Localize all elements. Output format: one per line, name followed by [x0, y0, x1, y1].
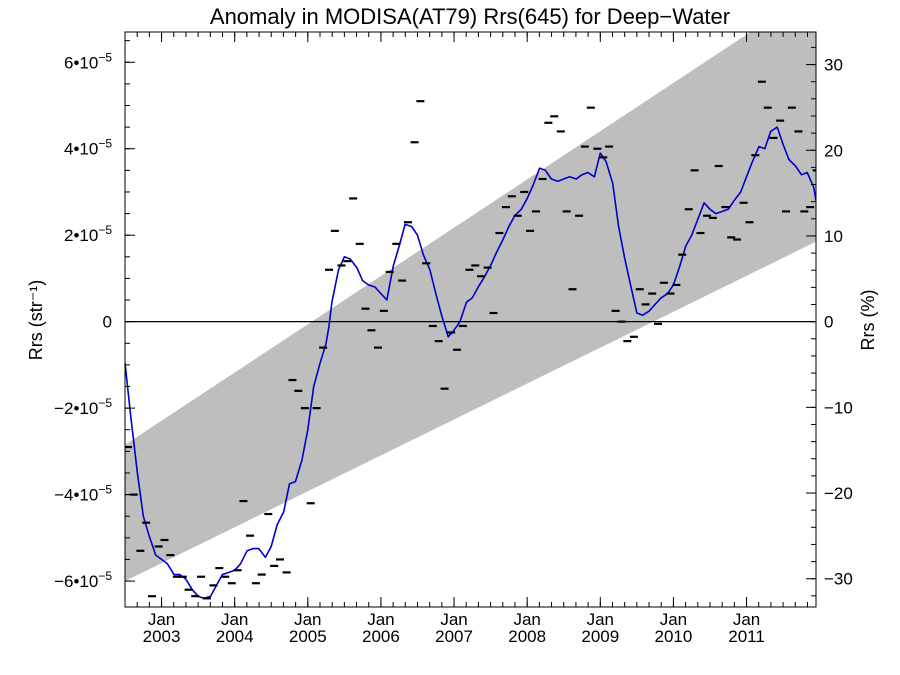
y-right-tick-label: 10 [824, 227, 843, 246]
y-right-tick-label: −30 [824, 570, 853, 589]
x-tick-label-month: Jan [587, 610, 614, 629]
y-left-tick-label: −6•10−5 [54, 569, 112, 591]
y-right-tick-label: −10 [824, 398, 853, 417]
y-right-tick-label: 30 [824, 56, 843, 75]
y-left-tick-label: −2•10−5 [54, 396, 112, 418]
x-tick-label-year: 2007 [435, 627, 473, 646]
smoothed-line-series [125, 126, 816, 600]
x-tick-label-year: 2010 [654, 627, 692, 646]
x-tick-label-year: 2009 [581, 627, 619, 646]
plot-frame [124, 31, 817, 608]
x-tick-label-year: 2005 [289, 627, 327, 646]
y-left-tick-label: 2•10−5 [64, 223, 112, 245]
chart-title: Anomaly in MODISA(AT79) Rrs(645) for Dee… [210, 4, 730, 29]
x-tick-label-month: Jan [660, 610, 687, 629]
x-tick-label-month: Jan [733, 610, 760, 629]
y-axis-title-left: Rrs (str⁻¹) [26, 280, 46, 360]
y-right-tick-label: −20 [824, 484, 853, 503]
x-tick-label-year: 2004 [216, 627, 254, 646]
x-tick-label-month: Jan [148, 610, 175, 629]
y-left-tick-label: 0 [103, 313, 112, 332]
y-left-tick-label: 4•10−5 [64, 137, 112, 159]
y-left-tick-label: −4•10−5 [54, 483, 112, 505]
x-tick-label-month: Jan [513, 610, 540, 629]
x-tick-label-month: Jan [440, 610, 467, 629]
x-tick-label-month: Jan [294, 610, 321, 629]
x-tick-label-year: 2006 [362, 627, 400, 646]
y-right-tick-label: 0 [824, 313, 833, 332]
x-tick-label-month: Jan [221, 610, 248, 629]
x-tick-label-year: 2011 [728, 627, 765, 646]
x-tick-label-year: 2008 [508, 627, 546, 646]
y-left-tick-label: 6•10−5 [64, 50, 112, 72]
uncertainty-band [125, 32, 816, 582]
y-axis-title-right: Rrs (%) [858, 290, 878, 351]
x-tick-label-month: Jan [367, 610, 394, 629]
y-right-tick-label: 20 [824, 141, 843, 160]
x-tick-label-year: 2003 [143, 627, 181, 646]
